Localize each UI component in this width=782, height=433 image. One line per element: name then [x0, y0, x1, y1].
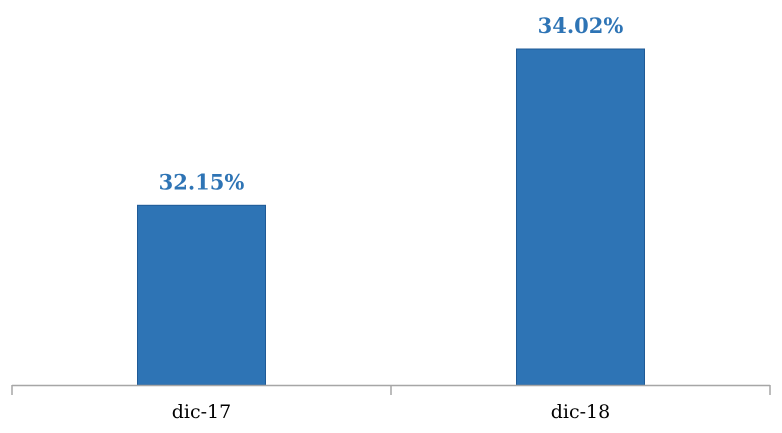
bar-dic-18 [516, 48, 645, 386]
data-label-dic-18: 34.02% [538, 13, 624, 38]
x-tick-label-dic-17: dic-17 [172, 401, 231, 423]
bars-layer [137, 48, 645, 386]
x-tick-label-dic-18: dic-18 [551, 401, 610, 423]
bar-dic-17 [137, 204, 266, 386]
x-axis [11, 384, 771, 395]
x-tick-labels: dic-17 dic-18 [172, 401, 610, 423]
data-labels-layer: 32.15% 34.02% [159, 13, 624, 194]
data-label-dic-17: 32.15% [159, 169, 245, 194]
